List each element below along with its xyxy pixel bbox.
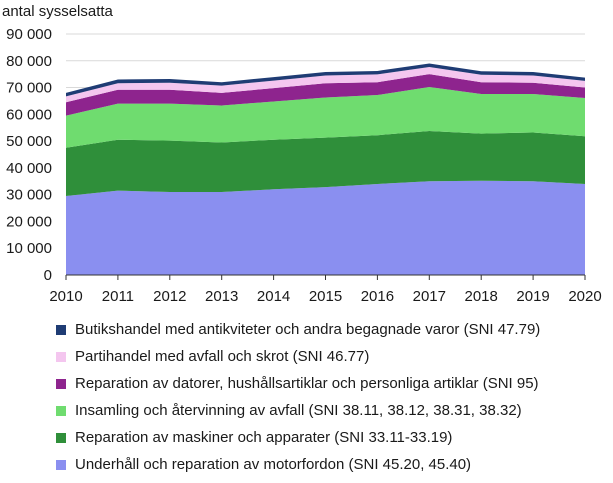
x-tick-label: 2013 <box>205 288 238 305</box>
y-tick-label: 30 000 <box>6 187 52 204</box>
legend-label: Underhåll och reparation av motorfordon … <box>75 456 472 473</box>
legend-label: Partihandel med avfall och skrot (SNI 46… <box>75 348 370 365</box>
x-tick-label: 2016 <box>361 288 394 305</box>
area-series-4 <box>66 74 585 116</box>
x-tick-label: 2018 <box>465 288 498 305</box>
y-tick-label: 70 000 <box>6 80 52 97</box>
legend-item: Reparation av datorer, hushållsartiklar … <box>56 370 608 397</box>
y-axis-title: antal sysselsatta <box>2 3 114 20</box>
legend-swatch <box>56 351 66 362</box>
x-tick-label: 2019 <box>516 288 549 305</box>
legend: Butikshandel med antikviteter och andra … <box>56 316 608 478</box>
x-tick-label: 2017 <box>413 288 446 305</box>
y-tick-label: 60 000 <box>6 106 52 123</box>
x-tick-label: 2014 <box>257 288 290 305</box>
y-tick-label: 40 000 <box>6 160 52 177</box>
stacked-area-chart: 0 10 000 20 000 30 000 40 000 50 000 60 000 70 … <box>2 3 602 305</box>
legend-swatch <box>56 378 66 389</box>
area-series <box>66 63 585 275</box>
legend-item: Underhåll och reparation av motorfordon … <box>56 451 608 478</box>
legend-item: Butikshandel med antikviteter och andra … <box>56 316 608 343</box>
y-tick-label: 20 000 <box>6 213 52 230</box>
x-tick-label: 2020 <box>568 288 601 305</box>
area-series-3 <box>66 87 585 148</box>
legend-label: Reparation av maskiner och apparater (SN… <box>75 429 453 446</box>
y-tick-label: 80 000 <box>6 53 52 70</box>
legend-swatch <box>56 324 66 335</box>
y-tick-label: 0 <box>44 267 52 284</box>
area-series-6 <box>66 63 585 97</box>
area-series-5 <box>66 66 585 103</box>
legend-item: Partihandel med avfall och skrot (SNI 46… <box>56 343 608 370</box>
x-tick-label: 2012 <box>153 288 186 305</box>
x-tick-label: 2015 <box>309 288 342 305</box>
y-tick-label: 50 000 <box>6 133 52 150</box>
x-tick-label: 2010 <box>49 288 82 305</box>
legend-item: Insamling och återvinning av avfall (SNI… <box>56 397 608 424</box>
axes: 0 10 000 20 000 30 000 40 000 50 000 60 000 70 … <box>6 26 602 305</box>
legend-label: Butikshandel med antikviteter och andra … <box>75 321 541 338</box>
legend-swatch <box>56 432 66 443</box>
x-tick-label: 2011 <box>102 288 134 305</box>
y-tick-label: 10 000 <box>6 240 52 257</box>
legend-swatch <box>56 405 66 416</box>
legend-item: Reparation av maskiner och apparater (SN… <box>56 424 608 451</box>
y-tick-label: 90 000 <box>6 26 52 43</box>
legend-label: Reparation av datorer, hushållsartiklar … <box>75 375 539 392</box>
legend-label: Insamling och återvinning av avfall (SNI… <box>75 402 522 419</box>
legend-swatch <box>56 459 66 470</box>
area-series-2 <box>66 130 585 197</box>
area-series-1 <box>66 180 585 275</box>
